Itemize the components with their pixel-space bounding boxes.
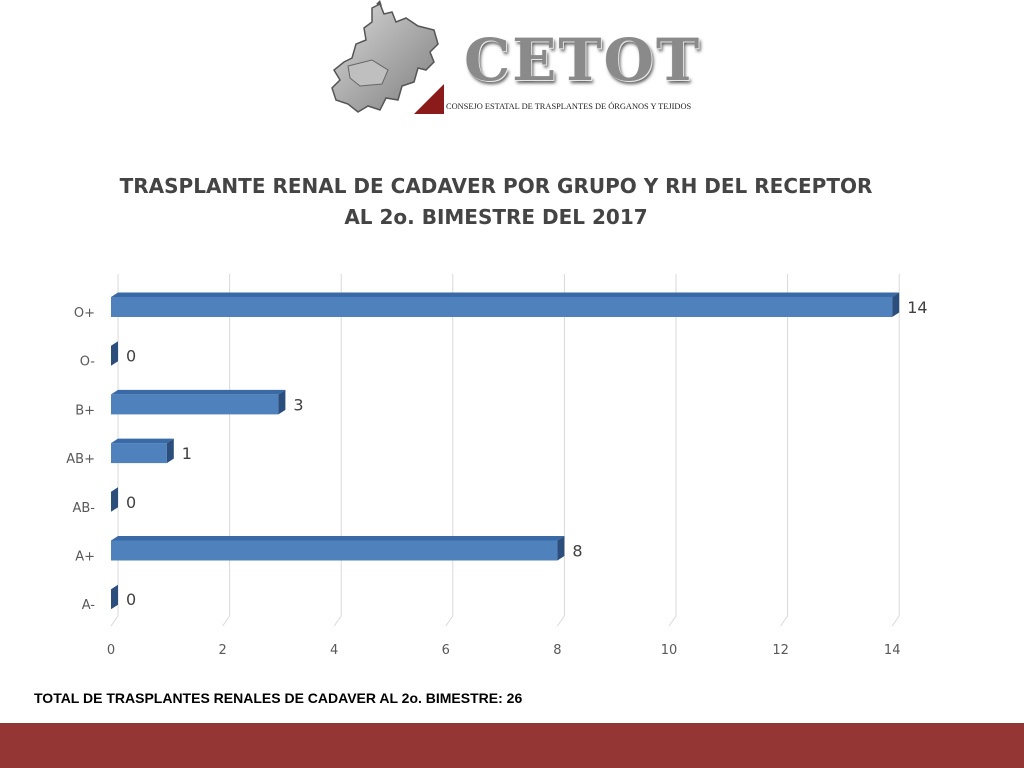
x-tick-label: 6 <box>442 643 450 658</box>
labels: 0 2 4 6 8 10 12 14 O+ 14 O- 0 B+ 3 AB+ 1 AB- 0 A+ 8 A- 0 <box>66 298 927 658</box>
x-tick-label: 12 <box>772 643 789 658</box>
gridline-foot <box>891 615 900 627</box>
value-label: 14 <box>907 298 927 317</box>
category-label: O- <box>80 355 96 370</box>
x-tick-label: 2 <box>218 643 226 658</box>
bar-side-face <box>111 584 118 610</box>
category-label: AB+ <box>66 452 95 467</box>
x-tick-label: 0 <box>107 643 115 658</box>
footer-band <box>0 723 1024 768</box>
value-label: 8 <box>572 542 582 561</box>
gridline-foot <box>556 615 565 627</box>
bars <box>111 292 900 610</box>
logo-accent-triangle <box>414 84 444 114</box>
value-label: 3 <box>293 395 303 414</box>
category-label: A+ <box>75 550 95 565</box>
value-label: 0 <box>126 493 136 512</box>
x-tick-label: 14 <box>884 643 901 658</box>
gridline-foot <box>222 615 231 627</box>
value-label: 0 <box>126 590 136 609</box>
category-label: B+ <box>75 403 95 418</box>
bar <box>111 394 279 415</box>
category-label: A- <box>82 598 96 613</box>
bar-side-face <box>111 487 118 512</box>
bar-side-face <box>892 292 900 317</box>
x-tick-label: 10 <box>661 643 678 658</box>
bar-side-face <box>111 341 118 366</box>
bar-top-face <box>111 536 565 541</box>
x-tick-label: 8 <box>553 643 561 658</box>
logo-wordmark: CETOT <box>464 26 702 94</box>
total-note: TOTAL DE TRASPLANTES RENALES DE CADAVER … <box>34 690 523 706</box>
gridlines <box>110 274 900 627</box>
bar-side-face <box>278 389 286 415</box>
bar-chart: 0 2 4 6 8 10 12 14 O+ 14 O- 0 B+ 3 AB+ 1 AB- 0 A+ 8 A- 0 <box>66 274 928 658</box>
gridline-foot <box>668 615 677 627</box>
value-label: 1 <box>182 444 192 463</box>
bar <box>111 443 167 464</box>
logo-subtitle: CONSEJO ESTATAL DE TRASPLANTES DE ÓRGANO… <box>446 102 692 111</box>
gridline-foot <box>333 615 342 627</box>
state-map-icon <box>331 0 439 113</box>
category-label: O+ <box>74 306 95 321</box>
bar <box>111 540 558 561</box>
cetot-logo: CETOT CONSEJO ESTATAL DE TRASPLANTES DE … <box>322 0 700 120</box>
bar-top-face <box>111 438 174 444</box>
chart-subtitle: AL 2o. BIMESTRE DEL 2017 <box>344 205 648 229</box>
bar-top-face <box>111 292 900 297</box>
x-tick-label: 4 <box>330 643 338 658</box>
chart-title: TRASPLANTE RENAL DE CADAVER POR GRUPO Y … <box>119 174 873 198</box>
category-label: AB- <box>72 501 95 516</box>
bar-side-face <box>166 438 174 464</box>
gridline-foot <box>445 615 454 627</box>
gridline-foot <box>780 615 789 627</box>
gridline-foot <box>110 615 119 627</box>
value-label: 0 <box>126 347 136 366</box>
bar <box>111 297 893 317</box>
bar-top-face <box>111 389 286 395</box>
bar-side-face <box>557 536 565 561</box>
